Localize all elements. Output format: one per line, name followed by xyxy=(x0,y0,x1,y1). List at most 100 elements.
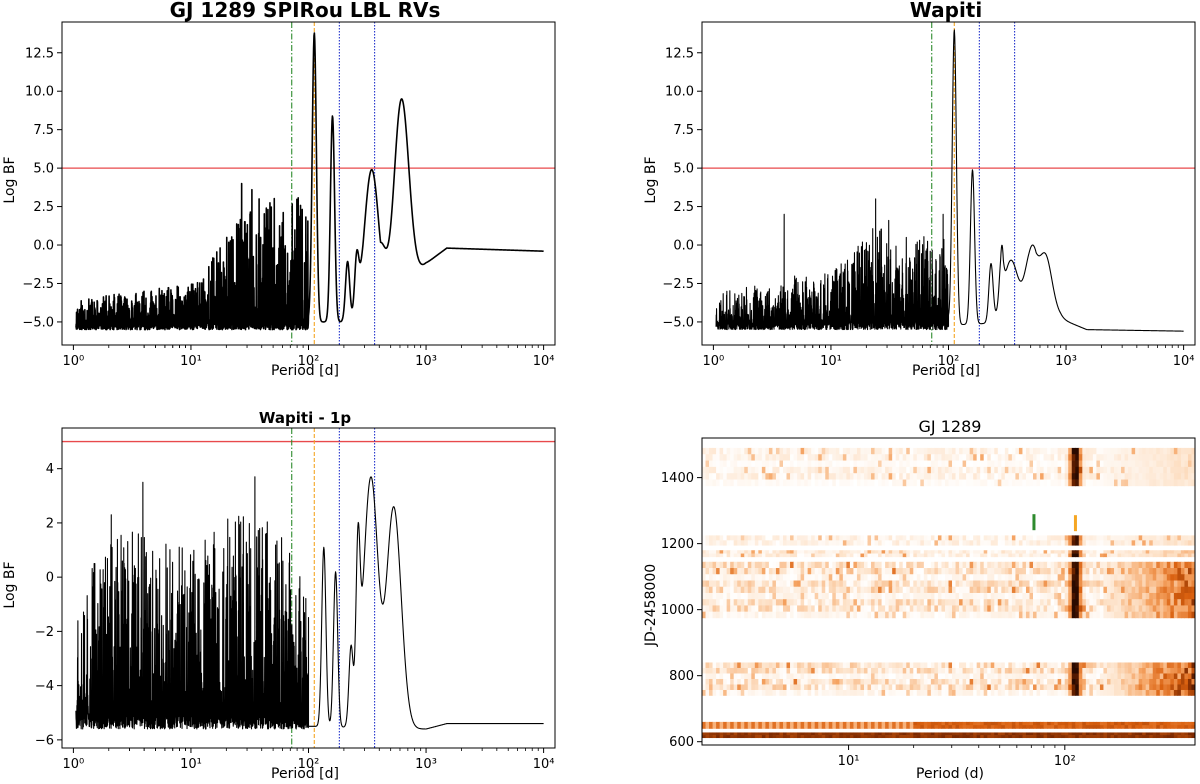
panel-4-cell xyxy=(1054,550,1059,554)
panel-4-cell xyxy=(772,725,777,729)
panel-4-cell xyxy=(790,540,795,546)
panel-4-cell xyxy=(1047,673,1052,680)
panel-4-cell xyxy=(1064,466,1069,474)
panel-4-cell xyxy=(758,568,763,575)
panel-4-cell xyxy=(1135,550,1140,554)
panel-4-cell xyxy=(709,662,714,669)
panel-4-cell xyxy=(1089,611,1094,619)
panel-4-cell xyxy=(1043,568,1048,575)
panel-4-cell xyxy=(952,662,957,669)
panel-4-cell xyxy=(1163,553,1168,558)
panel-4-cell xyxy=(1163,586,1168,594)
panel-4-cell xyxy=(980,725,985,729)
panel-3-xtick-label-2: 10² xyxy=(298,757,320,772)
panel-4-cell xyxy=(737,447,742,455)
panel-4-cell xyxy=(733,667,738,674)
panel-4-cell xyxy=(860,540,865,546)
panel-4-cell xyxy=(948,473,953,480)
panel-4-cell xyxy=(1166,586,1171,594)
panel-4-cell xyxy=(1068,673,1073,680)
panel-4-cell xyxy=(842,466,847,474)
panel-4-cell xyxy=(990,553,995,558)
panel-4-cell xyxy=(779,574,784,581)
panel-4-cell xyxy=(1114,662,1119,669)
panel-4-cell xyxy=(1015,447,1020,455)
panel-2-xtick-label-0: 10⁰ xyxy=(703,354,725,369)
panel-4-cell xyxy=(730,721,735,726)
panel-4-cell xyxy=(730,460,735,468)
panel-4-cell xyxy=(1082,684,1087,691)
panel-4-cell xyxy=(920,673,925,680)
panel-4-cell xyxy=(1131,735,1136,739)
panel-4-cell xyxy=(969,611,974,619)
panel-4-cell xyxy=(804,479,809,487)
panel-4-cell xyxy=(818,605,823,612)
panel-4-cell xyxy=(779,568,784,575)
panel-4-cell xyxy=(1138,605,1143,612)
panel-4-cell xyxy=(1142,586,1147,594)
panel-4-cell xyxy=(899,473,904,480)
panel-4-cell xyxy=(1170,725,1175,729)
panel-4-cell xyxy=(1015,662,1020,669)
panel-4-cell xyxy=(1022,684,1027,691)
panel-4-cell xyxy=(1096,689,1101,696)
panel-4-cell xyxy=(1061,550,1066,554)
panel-4-cell xyxy=(1043,732,1048,736)
panel-4-cell xyxy=(754,684,759,691)
panel-4-cell xyxy=(1145,454,1150,461)
panel-4-cell xyxy=(1004,586,1009,594)
panel-4-cell xyxy=(765,466,770,474)
panel-4-cell xyxy=(937,605,942,612)
panel-4-cell xyxy=(1099,678,1104,685)
panel-4-cell xyxy=(1022,689,1027,696)
panel-4-cell xyxy=(1114,586,1119,594)
panel-4-cell xyxy=(962,725,967,729)
panel-2-ylabel: Log BF xyxy=(643,156,659,203)
panel-4-cell xyxy=(1008,574,1013,581)
panel-4-cell xyxy=(1015,592,1020,600)
panel-4-cell xyxy=(1011,561,1016,569)
panel-4-cell xyxy=(1099,586,1104,594)
panel-2-ytick-label-2: 0.0 xyxy=(673,239,694,254)
panel-4-cell xyxy=(902,725,907,729)
panel-4-cell xyxy=(1184,599,1189,606)
panel-4-cell xyxy=(994,586,999,594)
panel-4-cell xyxy=(1047,473,1052,480)
panel-4-cell xyxy=(976,454,981,461)
panel-4-cell xyxy=(920,689,925,696)
panel-4-cell xyxy=(744,725,749,729)
panel-4-cell xyxy=(1015,735,1020,739)
panel-4-cell xyxy=(1085,678,1090,685)
panel-4-cell xyxy=(1128,605,1133,612)
panel-4-cell xyxy=(944,605,949,612)
panel-4-cell xyxy=(1124,580,1129,588)
panel-4-cell xyxy=(761,605,766,612)
panel-4-cell xyxy=(797,473,802,480)
panel-4-cell xyxy=(863,479,869,487)
panel-4-cell xyxy=(1089,689,1094,696)
panel-4-cell xyxy=(881,553,886,558)
panel-4-cell xyxy=(765,732,770,736)
panel-4-cell xyxy=(1050,667,1055,674)
panel-4-cell xyxy=(761,592,766,600)
panel-4-cell xyxy=(719,535,724,541)
panel-4-cell xyxy=(1068,586,1073,594)
panel-4-cell xyxy=(1138,721,1143,726)
panel-4-cell xyxy=(990,662,995,669)
panel-4-cell xyxy=(786,466,791,474)
panel-4-cell xyxy=(1177,735,1182,739)
panel-4-cell xyxy=(730,553,735,558)
panel-4-cell xyxy=(1054,678,1059,685)
panel-4-cell xyxy=(1173,580,1178,588)
panel-4-cell xyxy=(927,735,932,739)
panel-4-cell xyxy=(1180,725,1185,729)
panel-4-cell xyxy=(1001,667,1006,674)
panel-4-cell xyxy=(790,662,795,669)
panel-4-cell xyxy=(1018,540,1023,546)
panel-4-cell xyxy=(1064,580,1069,588)
panel-4-cell xyxy=(747,667,752,674)
panel-4-cell xyxy=(772,667,777,674)
panel-4-cell xyxy=(1064,721,1069,726)
panel-4-cell xyxy=(1025,535,1030,541)
panel-4-cell xyxy=(1068,540,1073,546)
